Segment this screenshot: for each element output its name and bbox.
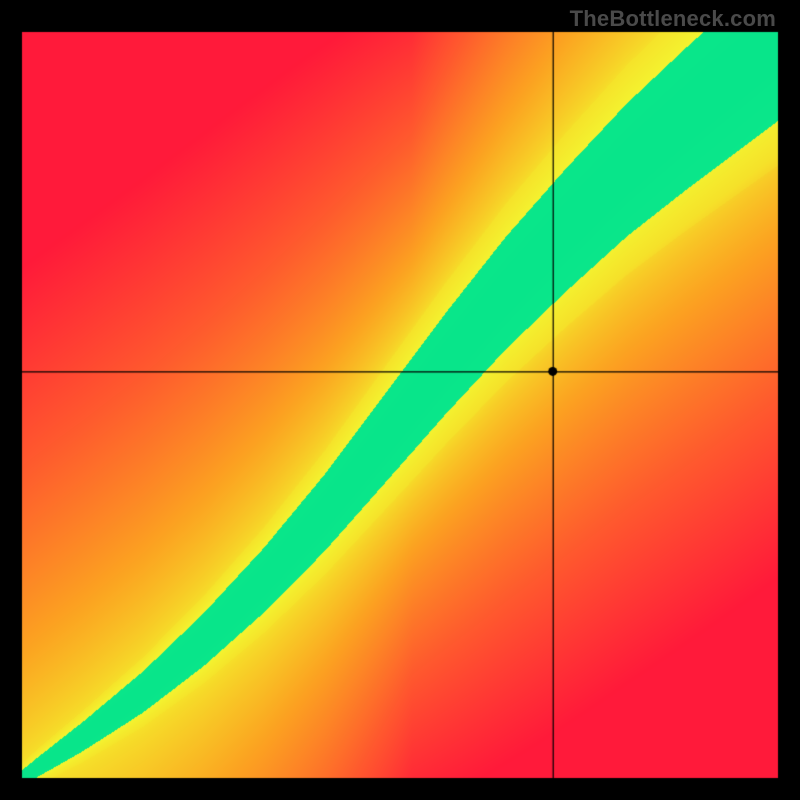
chart-container: TheBottleneck.com [0, 0, 800, 800]
watermark-text: TheBottleneck.com [570, 6, 776, 32]
bottleneck-heatmap [0, 0, 800, 800]
